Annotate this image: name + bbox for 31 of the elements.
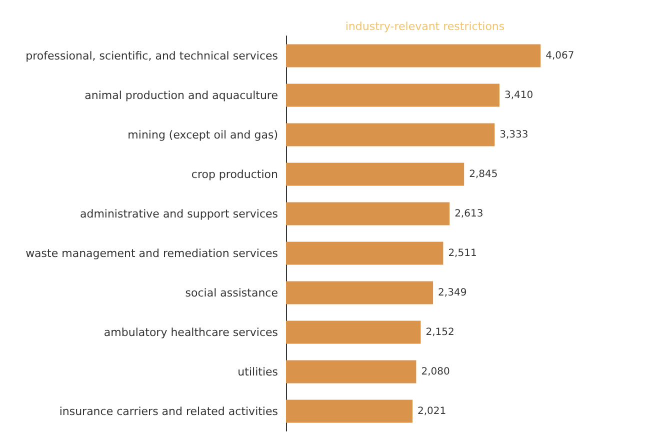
y-tick-label: waste management and remediation services <box>26 246 278 260</box>
y-tick-label: professional, scientific, and technical services <box>26 49 278 62</box>
bar <box>286 44 541 68</box>
bar <box>286 202 450 226</box>
y-tick-label: animal production and aquaculture <box>84 88 278 102</box>
data-label: 2,349 <box>438 287 467 298</box>
bar <box>286 281 434 304</box>
y-tick-label: administrative and support services <box>80 207 278 220</box>
bar <box>286 84 500 107</box>
data-label: 2,845 <box>469 168 498 180</box>
bar <box>286 360 416 384</box>
bar <box>286 400 413 423</box>
data-label: 2,511 <box>448 248 477 259</box>
data-label: 2,152 <box>426 326 454 338</box>
y-tick-label: insurance carriers and related activities <box>59 404 278 418</box>
data-label: 2,080 <box>421 366 450 378</box>
data-label: 4,067 <box>546 50 574 62</box>
data-label: 2,613 <box>454 208 484 220</box>
y-tick-label: utilities <box>238 365 278 378</box>
data-label: 3,410 <box>504 90 534 101</box>
bar <box>286 320 421 344</box>
data-label: 2,021 <box>418 406 446 417</box>
y-tick-label: ambulatory healthcare services <box>104 326 278 339</box>
y-tick-label: social assistance <box>185 286 278 300</box>
y-tick-label: mining (except oil and gas) <box>128 128 278 142</box>
bar <box>286 162 464 186</box>
bar <box>286 242 444 265</box>
data-label: 3,333 <box>500 129 528 140</box>
chart-title: industry-relevant restrictions <box>345 20 505 33</box>
y-tick-label: crop production <box>191 168 278 181</box>
bar <box>286 123 495 146</box>
